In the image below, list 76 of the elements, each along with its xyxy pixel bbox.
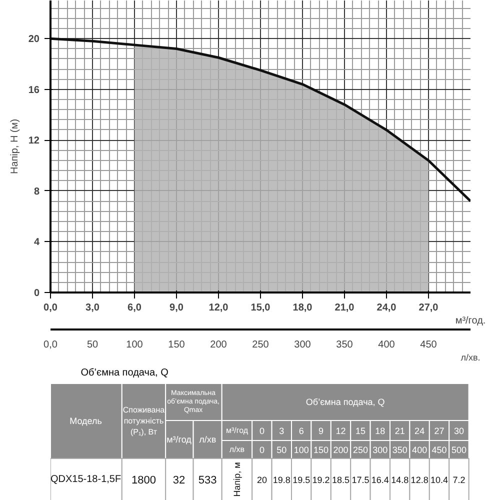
x2-tick-label: 150: [168, 340, 186, 350]
x-tick-label: 27,0: [418, 302, 439, 314]
text: 30: [454, 426, 464, 436]
y-tick-label: 16: [28, 84, 40, 96]
x-tick-label: 15,0: [250, 302, 271, 314]
text: 300: [372, 445, 388, 455]
text: 19.8: [272, 475, 290, 485]
x2-tick-label: 200: [210, 340, 228, 350]
text: 500: [451, 445, 466, 455]
text: 6: [298, 426, 304, 436]
text: 24: [414, 426, 425, 436]
text: 18: [375, 426, 386, 436]
text: 16.4: [371, 475, 389, 485]
x2-tick-label: 350: [336, 340, 354, 350]
line-series: [50, 37, 470, 202]
x-tick-label: 12,0: [208, 302, 229, 314]
text: м³/год: [226, 426, 248, 435]
text: 250: [352, 445, 368, 455]
x2-tick-label: 100: [126, 340, 144, 350]
text: 32: [172, 474, 186, 486]
y-tick-label: 8: [34, 186, 40, 198]
text: 3: [279, 426, 284, 436]
x-tick-label: 9,0: [170, 302, 184, 314]
text: л/хв: [199, 434, 216, 444]
text: 20: [256, 475, 267, 485]
x2-tick-label: 50: [86, 340, 98, 350]
text: 0: [259, 426, 264, 436]
text: 27: [434, 426, 444, 436]
text: 21: [394, 426, 405, 436]
text: 0: [259, 445, 264, 455]
y-tick-label: 12: [28, 136, 40, 147]
text: 50: [276, 445, 287, 455]
x2-tick-label: 400: [378, 340, 396, 350]
text: 200: [333, 445, 348, 455]
y-tick-label: 4: [34, 237, 40, 248]
text: 100: [294, 445, 309, 455]
x-tick-label: 24,0: [376, 302, 397, 314]
text: 533: [198, 474, 217, 486]
x-tick-label: 6,0: [128, 302, 142, 314]
text: Об’ємна подача, Q: [306, 397, 385, 407]
x-tick-label: 3,0: [86, 302, 100, 314]
text: 19.2: [312, 475, 330, 485]
y-tick-label: 0: [34, 288, 40, 299]
text: 7.2: [452, 475, 466, 485]
x-tick-label: 0,0: [44, 302, 58, 314]
text: 17.5: [352, 475, 370, 485]
x2-tick-label: 300: [294, 340, 312, 350]
text: 10.4: [430, 475, 448, 485]
text: 19.5: [292, 475, 310, 485]
text: 150: [314, 445, 329, 455]
text: м³/год: [166, 434, 192, 444]
text: 9: [318, 426, 324, 436]
text: 12: [336, 426, 346, 436]
x2-tick-label: 0,0: [44, 340, 58, 350]
x2-tick-label: 450: [420, 340, 438, 350]
y-axis-title: Напір, Н (м): [9, 118, 20, 174]
text: Напір, м: [232, 462, 242, 497]
text: 400: [412, 445, 428, 455]
x-axis-title: м³/год.: [455, 316, 486, 326]
text: Об’ємна подача, Q: [80, 368, 169, 378]
text: 14.8: [391, 475, 409, 485]
text: 1800: [132, 474, 156, 486]
x2-tick-label: 250: [252, 340, 270, 350]
text: л/хв: [229, 445, 245, 454]
text: Модель: [70, 416, 102, 426]
y-tick-label: 20: [28, 34, 40, 46]
text: 15: [355, 426, 366, 436]
text: 12.8: [410, 475, 428, 485]
x-tick-label: 21,0: [334, 302, 355, 314]
text: 450: [432, 445, 447, 455]
text: QDX15-18-1,5F: [50, 474, 122, 485]
text: 18.5: [332, 475, 350, 485]
text: 350: [392, 445, 408, 455]
x2-axis-title: л/хв.: [460, 352, 480, 362]
text: Споживана потужність (P₁), Вт: [122, 406, 166, 436]
x-tick-label: 18,0: [292, 302, 313, 314]
